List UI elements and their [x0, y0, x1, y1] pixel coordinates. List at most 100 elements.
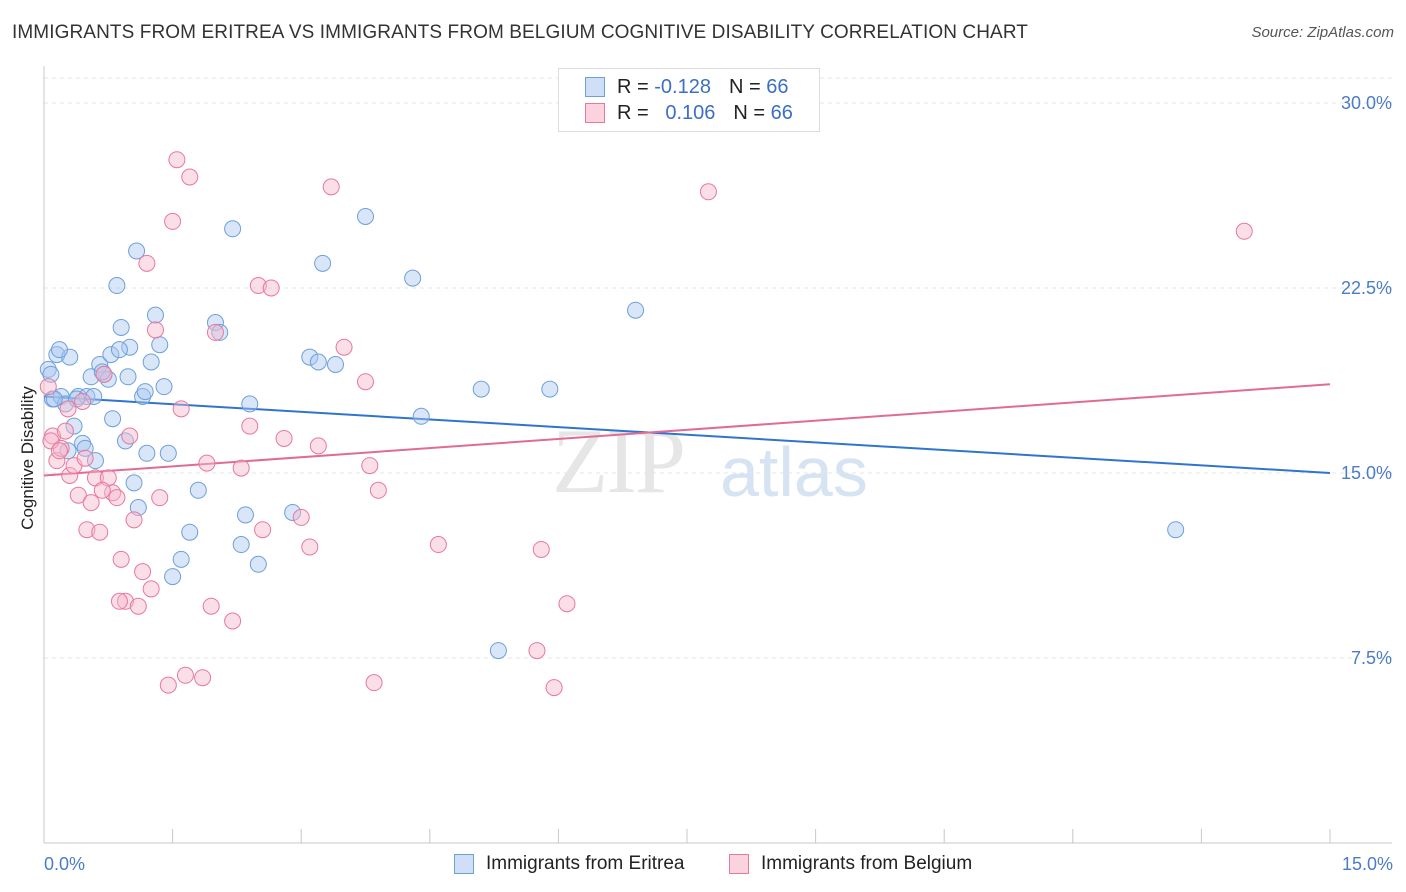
point-belgium	[164, 212, 182, 230]
point-eritrea	[309, 353, 327, 371]
point-eritrea	[232, 536, 250, 554]
grid-lines	[44, 77, 1392, 659]
point-eritrea	[121, 338, 139, 356]
bottom-legend-swatch-eritrea	[454, 854, 474, 874]
point-eritrea	[56, 395, 74, 413]
point-belgium	[42, 432, 60, 450]
bottom-legend-label-eritrea: Immigrants from Eritrea	[486, 853, 685, 874]
point-eritrea	[93, 363, 111, 381]
point-eritrea	[48, 346, 66, 364]
legend-r-label: R =	[617, 75, 649, 98]
bottom-legend-swatch-belgium	[729, 854, 749, 874]
point-belgium	[357, 373, 374, 391]
point-belgium	[545, 679, 563, 697]
point-belgium	[74, 392, 92, 410]
point-eritrea	[134, 388, 152, 406]
legend-n-label: N =	[733, 101, 766, 124]
point-belgium	[110, 592, 128, 610]
watermark-zip: ZIP	[552, 410, 686, 512]
point-belgium	[275, 429, 293, 447]
point-belgium	[361, 457, 379, 475]
point-belgium	[309, 437, 327, 455]
point-eritrea	[110, 341, 128, 359]
point-eritrea	[155, 378, 173, 396]
point-belgium	[365, 674, 383, 692]
trend-line-eritrea	[43, 395, 1331, 474]
point-eritrea	[326, 355, 344, 373]
point-eritrea	[301, 348, 319, 366]
point-belgium	[206, 323, 224, 341]
point-eritrea	[82, 368, 100, 386]
point-eritrea	[142, 353, 160, 371]
point-belgium	[528, 642, 546, 660]
point-eritrea	[86, 452, 104, 470]
point-belgium	[129, 597, 147, 615]
point-belgium	[61, 466, 79, 484]
point-eritrea	[59, 442, 77, 460]
bottom-legend-label-belgium: Immigrants from Belgium	[761, 853, 973, 874]
point-eritrea	[189, 481, 207, 499]
point-eritrea	[39, 360, 57, 378]
legend-r-value: -0.128	[654, 75, 711, 98]
point-belgium	[151, 489, 169, 507]
correlation-legend: R = -0.128 N = 66 R = 0.106 N = 66	[558, 68, 820, 132]
point-belgium	[121, 427, 139, 445]
point-eritrea	[412, 407, 430, 425]
point-belgium	[322, 178, 340, 196]
point-belgium	[301, 538, 319, 556]
point-belgium	[181, 168, 199, 186]
x-tick-label: 15.0%	[1342, 854, 1393, 874]
point-belgium	[91, 523, 109, 541]
bottom-legend-belgium: Immigrants from Belgium	[729, 852, 972, 876]
legend-n-value: 66	[766, 75, 789, 98]
point-belgium	[76, 449, 94, 467]
point-eritrea	[50, 341, 68, 359]
point-eritrea	[357, 207, 374, 225]
point-belgium	[82, 494, 100, 512]
point-belgium	[93, 481, 111, 499]
point-belgium	[232, 459, 250, 477]
point-belgium	[369, 481, 387, 499]
point-belgium	[125, 511, 143, 529]
legend-r-value: 0.106	[665, 101, 716, 124]
point-belgium	[249, 277, 267, 295]
point-eritrea	[136, 383, 154, 401]
point-belgium	[176, 666, 194, 684]
point-belgium	[241, 417, 259, 435]
point-eritrea	[85, 388, 103, 406]
point-belgium	[138, 254, 156, 272]
point-belgium	[78, 521, 96, 539]
point-eritrea	[181, 523, 199, 541]
bottom-legend-eritrea: Immigrants from Eritrea	[454, 852, 684, 876]
point-belgium	[142, 580, 160, 598]
legend-n-label: N =	[728, 75, 761, 98]
chart-title: IMMIGRANTS FROM ERITREA VS IMMIGRANTS FR…	[12, 22, 1029, 43]
point-belgium	[69, 486, 87, 504]
point-eritrea	[404, 269, 422, 287]
point-eritrea	[108, 277, 126, 295]
point-belgium	[172, 400, 190, 418]
data-points	[39, 151, 1253, 697]
y-tick-label: 15.0%	[1341, 463, 1392, 483]
point-belgium	[558, 595, 576, 613]
y-tick-label: 30.0%	[1341, 93, 1392, 113]
watermark-atlas: atlas	[720, 433, 868, 511]
point-eritrea	[1167, 521, 1185, 539]
legend-swatch-belgium	[585, 103, 605, 123]
tick-labels: 7.5% 15.0% 22.5% 30.0% 0.0% 15.0%	[44, 93, 1393, 874]
point-belgium	[108, 489, 126, 507]
point-belgium	[134, 563, 152, 581]
point-belgium	[146, 321, 164, 339]
legend-swatch-eritrea	[585, 77, 605, 97]
point-belgium	[254, 521, 272, 539]
point-belgium	[532, 540, 550, 558]
point-belgium	[168, 151, 186, 169]
point-eritrea	[241, 395, 259, 413]
point-eritrea	[314, 254, 332, 272]
point-eritrea	[164, 568, 182, 586]
point-eritrea	[541, 380, 559, 398]
point-belgium	[335, 338, 353, 356]
legend-r-label: R =	[617, 101, 649, 124]
point-belgium	[56, 422, 74, 440]
